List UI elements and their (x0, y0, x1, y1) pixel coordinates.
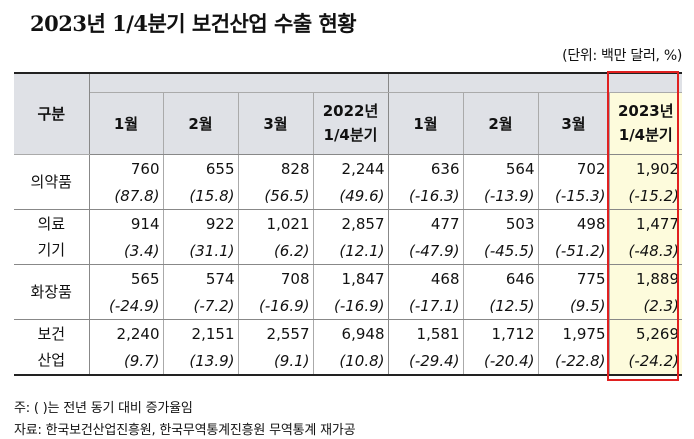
value-cell: 828 (237, 154, 313, 183)
value-cell: 2,240 (116, 324, 160, 343)
value-cell: 2,557 (237, 319, 313, 348)
growth-cell: (-24.2) (608, 347, 682, 375)
growth-cell: (-17.1) (387, 292, 463, 320)
value-cell: 1,889 (608, 264, 682, 293)
growth-cell: (10.8) (312, 347, 388, 375)
growth-cell: (-22.8) (537, 347, 609, 375)
value-cell: 2,857 (312, 209, 388, 238)
growth-cell: (-15.3) (537, 182, 609, 210)
value-cell: 468 (387, 264, 463, 293)
value-cell: 708 (237, 264, 313, 293)
growth-cell: (2.3) (608, 292, 682, 320)
value-cell: 564 (462, 154, 538, 183)
col-header: 1월 (89, 92, 163, 155)
value-cell: 646 (462, 264, 538, 293)
col-header: 3월 (537, 92, 609, 155)
row-label: 화장품 (14, 264, 90, 320)
value-cell: 1,021 (237, 209, 313, 238)
value-cell: 1,902 (608, 154, 682, 183)
growth-cell: (-48.3) (608, 237, 682, 265)
value-cell: 655 (162, 154, 238, 183)
value-cell: 565 (130, 269, 160, 288)
col-header: 3월 (237, 92, 313, 155)
growth-cell: (12.1) (312, 237, 388, 265)
growth-cell: (-24.9) (89, 292, 163, 320)
value-cell: 503 (462, 209, 538, 238)
source-note: 자료: 한국보건산업진흥원, 한국무역통계진흥원 무역통계 재가공 (14, 423, 356, 438)
header-group-2023 (387, 73, 682, 93)
growth-cell: (31.1) (162, 237, 238, 265)
row-label: 보건 산업 (14, 319, 90, 376)
growth-cell: (-7.2) (162, 292, 238, 320)
growth-cell: (-29.4) (387, 347, 463, 375)
growth-cell: (56.5) (237, 182, 313, 210)
growth-cell: (12.5) (462, 292, 538, 320)
growth-cell: (9.5) (537, 292, 609, 320)
footnote: 주: ( )는 전년 동기 대비 증가율임 (14, 401, 193, 416)
header-category: 구분 (14, 73, 90, 155)
growth-cell: (-20.4) (462, 347, 538, 375)
row-label: 의료 기기 (14, 209, 90, 265)
header-group-2022 (89, 73, 388, 93)
row-label: 의약품 (14, 154, 90, 210)
value-cell: 6,948 (312, 319, 388, 348)
growth-cell: (6.2) (237, 237, 313, 265)
growth-cell: (15.8) (162, 182, 238, 210)
value-cell: 922 (162, 209, 238, 238)
growth-cell: (87.8) (89, 182, 163, 210)
value-cell: 1,712 (462, 319, 538, 348)
export-table: 구분 1월 2월 3월 2022년 1/4분기 1월 2월 3월 2023년 1… (14, 72, 682, 376)
value-cell: 1,847 (312, 264, 388, 293)
growth-cell: (-15.2) (608, 182, 682, 210)
growth-cell: (9.7) (89, 347, 163, 375)
value-cell: 636 (387, 154, 463, 183)
growth-cell: (-51.2) (537, 237, 609, 265)
page-title: 2023년 1/4분기 보건산업 수출 현황 (30, 11, 357, 36)
growth-cell: (9.1) (237, 347, 313, 375)
growth-cell: (49.6) (312, 182, 388, 210)
value-cell: 574 (162, 264, 238, 293)
growth-cell: (-16.3) (387, 182, 463, 210)
growth-cell: (-47.9) (387, 237, 463, 265)
value-cell: 702 (537, 154, 609, 183)
col-header: 2월 (462, 92, 538, 155)
value-cell: 2,151 (162, 319, 238, 348)
growth-cell: (-45.5) (462, 237, 538, 265)
growth-cell: (-13.9) (462, 182, 538, 210)
value-cell: 1,975 (537, 319, 609, 348)
col-header: 1월 (387, 92, 463, 155)
growth-cell: (-16.9) (237, 292, 313, 320)
value-cell: 775 (537, 264, 609, 293)
growth-cell: (13.9) (162, 347, 238, 375)
growth-cell: (3.4) (89, 237, 163, 265)
value-cell: 477 (387, 209, 463, 238)
value-cell: 914 (130, 214, 160, 233)
value-cell: 1,477 (608, 209, 682, 238)
value-cell: 760 (130, 159, 160, 178)
growth-cell: (-16.9) (312, 292, 388, 320)
value-cell: 1,581 (387, 319, 463, 348)
value-cell: 5,269 (608, 319, 682, 348)
unit-label: (단위: 백만 달러, %) (562, 48, 682, 64)
value-cell: 498 (537, 209, 609, 238)
value-cell: 2,244 (312, 154, 388, 183)
col-header: 2023년 1/4분기 (608, 92, 682, 155)
col-header: 2022년 1/4분기 (312, 92, 388, 155)
col-header: 2월 (162, 92, 238, 155)
